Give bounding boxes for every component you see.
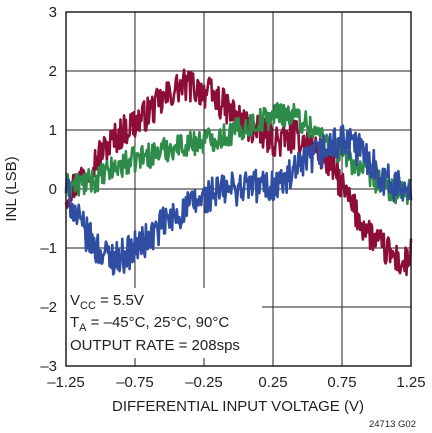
y-tick-label: 3: [49, 4, 57, 21]
x-tick-label: –1.25: [47, 374, 85, 391]
x-tick-label: 0.25: [258, 374, 287, 391]
y-tick-label: –1: [40, 240, 57, 257]
figure-id: 24713 G02: [369, 419, 416, 430]
x-tick-label: 0.75: [327, 374, 356, 391]
annotation-line-3: OUTPUT RATE = 208sps: [70, 337, 240, 354]
x-tick-label: 1.25: [396, 374, 425, 391]
annotation-box: [66, 288, 262, 358]
x-tick-label: –0.75: [116, 374, 154, 391]
x-tick-label: –0.25: [185, 374, 223, 391]
annotation-line-2: TA = –45°C, 25°C, 90°C: [70, 314, 229, 334]
series-group: [64, 68, 413, 277]
y-tick-label: –3: [40, 358, 57, 375]
y-tick-label: 1: [49, 122, 57, 139]
x-axis-label: DIFFERENTIAL INPUT VOLTAGE (V): [112, 398, 364, 415]
plot-frame: [65, 11, 412, 367]
series-green: [64, 101, 413, 206]
y-tick-label: 0: [49, 181, 57, 198]
y-tick-label: –2: [40, 299, 57, 316]
y-tick-label: 2: [49, 63, 57, 80]
series-blue: [64, 124, 413, 276]
tick-labels: –1.25 –0.75 –0.25 0.25 0.75 1.25 3 2 1 0 –1 –2 –3: [40, 4, 425, 391]
y-axis-label: INL (LSB): [3, 156, 20, 221]
annotation-line-1: VCC = 5.5V: [70, 292, 144, 312]
